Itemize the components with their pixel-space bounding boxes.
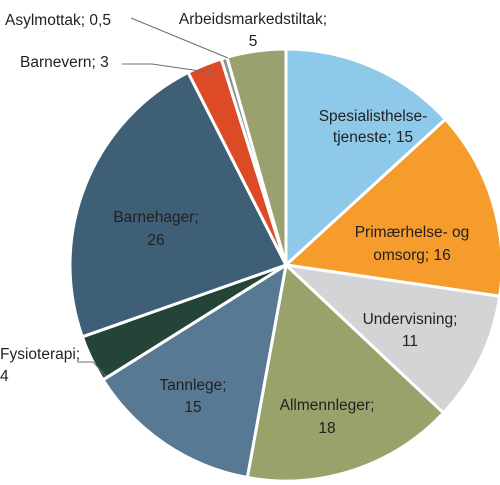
slice-label-line1: Tannlege;	[159, 377, 226, 394]
slice-label-line1: Primærhelse- og	[355, 224, 470, 241]
slice-label-line2: 5	[249, 33, 258, 50]
slice-label-line2: 11	[402, 333, 418, 350]
slice-label-line1: Asylmottak; 0,5	[5, 12, 111, 29]
pie-slices	[68, 47, 500, 483]
pie-slice	[101, 263, 288, 480]
slice-label-line1: Arbeidsmarkedstiltak;	[179, 11, 327, 28]
slice-label-line1: Allmennleger;	[280, 397, 375, 414]
leader-line	[122, 63, 215, 74]
slice-label-line2: 26	[147, 232, 164, 249]
slice-label-line2: 15	[184, 399, 201, 416]
leader-line	[77, 361, 107, 377]
pie-slice	[284, 263, 500, 415]
pie-slice	[68, 70, 288, 339]
slice-label-line1: Spesialisthelse-	[319, 108, 428, 125]
slice-label-line2: omsorg; 16	[373, 247, 451, 264]
slice-label-line2: tjeneste; 15	[333, 129, 413, 146]
pie-slice	[245, 263, 445, 483]
slice-label-line1: Barnehager;	[113, 209, 198, 226]
pie-slice	[284, 47, 447, 267]
slice-label-line1: Barnevern; 3	[20, 54, 109, 71]
slice-labels: Spesialisthelse-tjeneste; 15 Primærhelse-…	[0, 11, 469, 437]
pie-slice	[284, 117, 500, 298]
leader-lines	[77, 17, 229, 377]
leader-line	[130, 17, 229, 59]
slice-label-line2: 18	[318, 420, 335, 437]
slice-label-line1: Fysioterapi;	[0, 346, 80, 363]
slice-label-line2: 4	[0, 368, 9, 385]
slice-label-line1: Undervisning;	[363, 311, 458, 328]
